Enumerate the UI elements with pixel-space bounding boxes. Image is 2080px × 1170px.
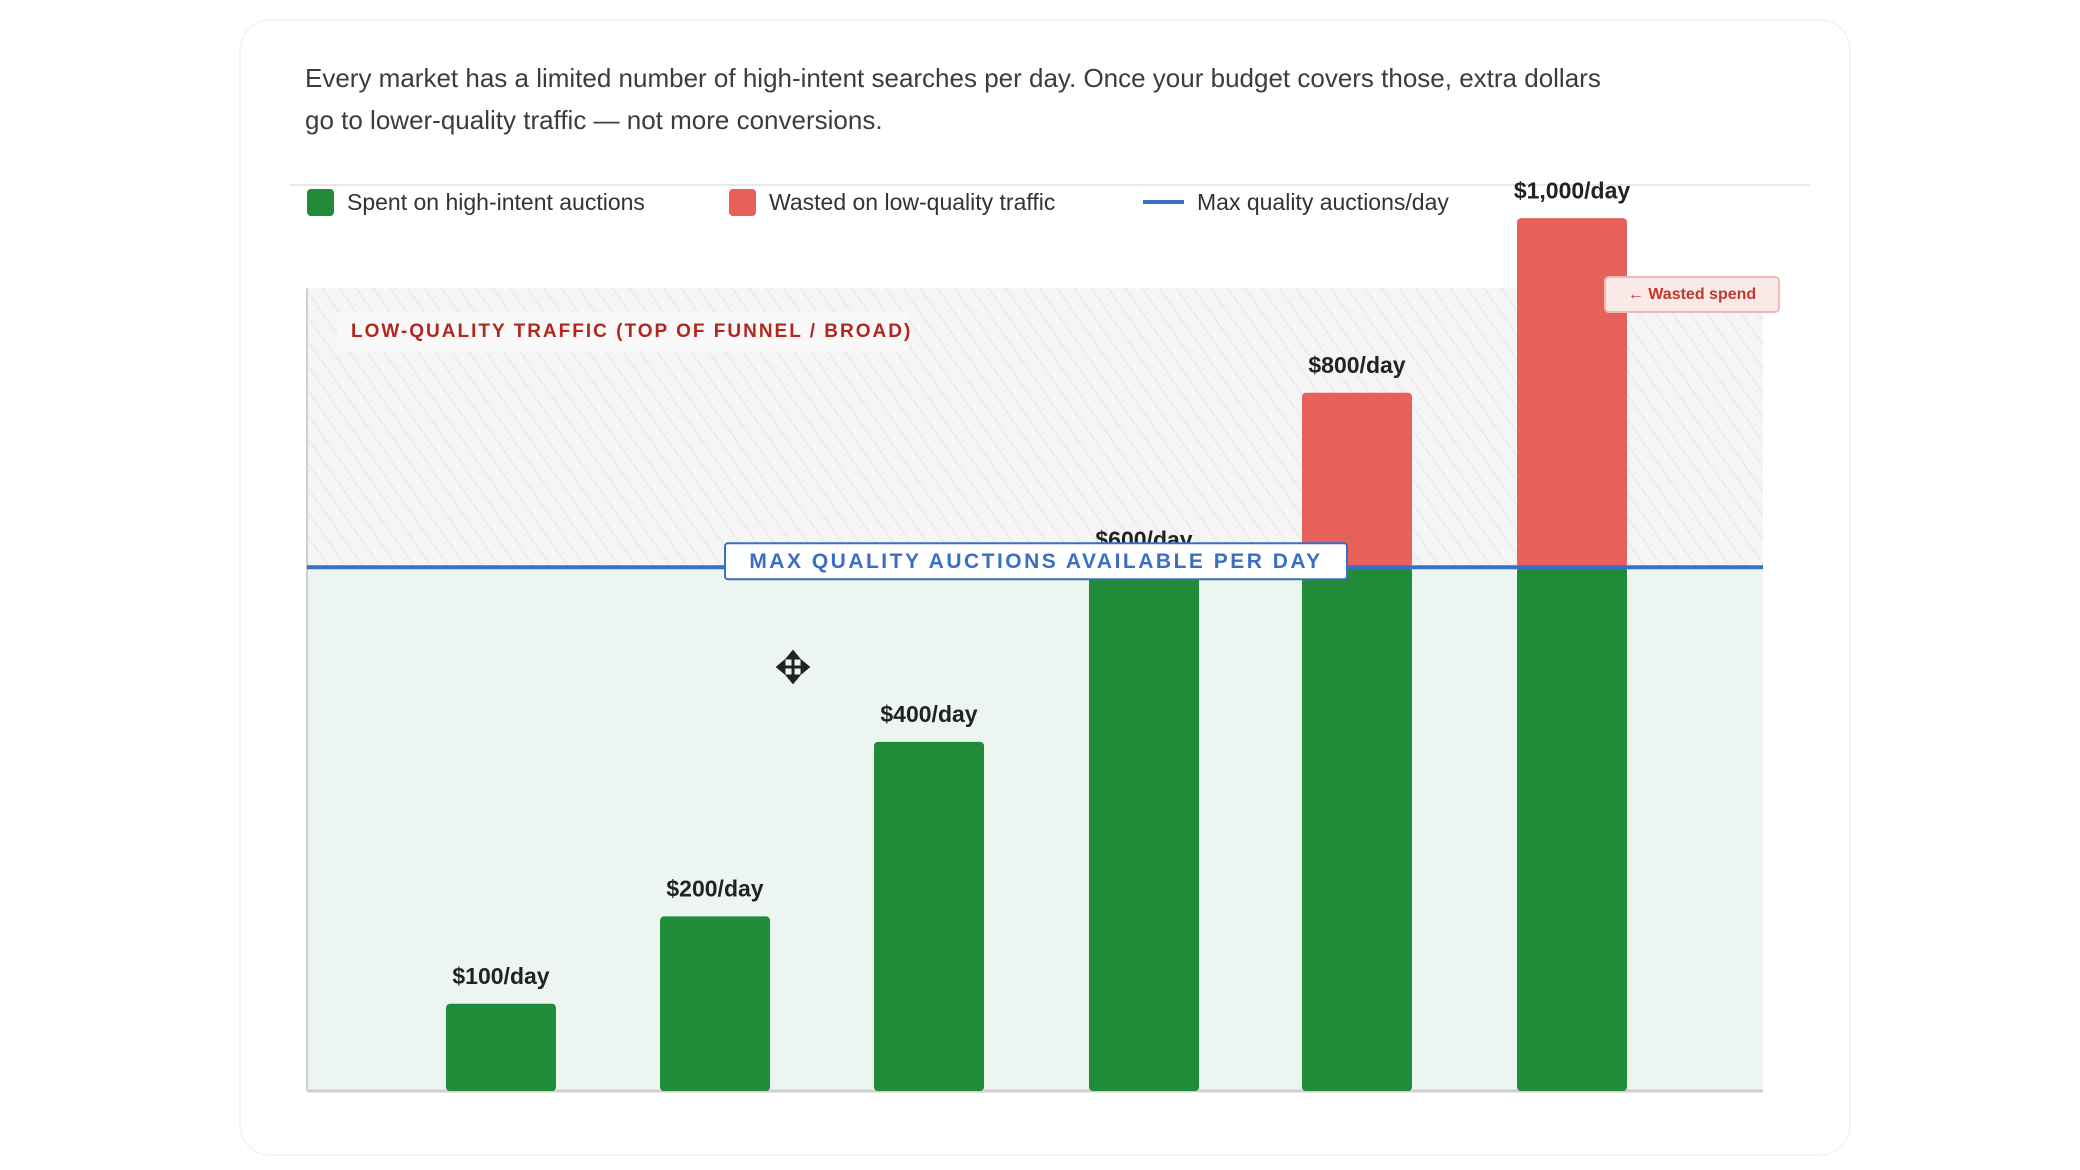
intro-line: Every market has a limited number of hig… xyxy=(305,63,1601,93)
legend-label: Wasted on low-quality traffic xyxy=(769,189,1055,215)
reference-label: MAX QUALITY AUCTIONS AVAILABLE PER DAY xyxy=(749,550,1322,573)
intro-line: go to lower-quality traffic — not more c… xyxy=(305,105,883,135)
bar-segment xyxy=(1517,218,1627,568)
cursor-icon xyxy=(775,649,811,685)
bar-value-label: $800/day xyxy=(1308,352,1405,378)
annotation-bg xyxy=(1604,276,1780,313)
bar-segment xyxy=(1302,392,1412,568)
bar-value-label: $200/day xyxy=(666,876,763,902)
annotation: ← Wasted spend xyxy=(1628,286,1756,303)
reference-label-bg xyxy=(724,542,1348,581)
bar-value-label: $100/day xyxy=(452,963,549,989)
bar-segment xyxy=(1302,567,1412,1091)
bar-value-label: $1,000/day xyxy=(1514,177,1631,203)
legend-label: Spent on high-intent auctions xyxy=(347,189,645,215)
bar-segment xyxy=(874,741,984,1091)
zone-label: LOW-QUALITY TRAFFIC (TOP OF FUNNEL / BRO… xyxy=(351,321,912,342)
zone-label-bg xyxy=(337,312,909,352)
bar-segment xyxy=(1517,567,1627,1091)
legend-label: Max quality auctions/day xyxy=(1197,189,1449,215)
legend-swatch xyxy=(307,189,334,216)
bar-value-label: $400/day xyxy=(880,701,977,727)
bar-segment xyxy=(446,1003,556,1091)
bar-segment xyxy=(1089,567,1199,1091)
bar-segment xyxy=(660,916,770,1091)
legend-swatch xyxy=(729,189,756,216)
